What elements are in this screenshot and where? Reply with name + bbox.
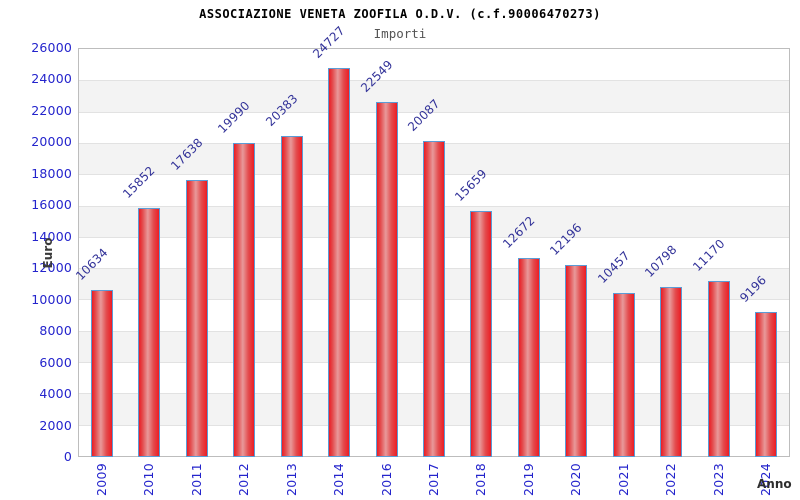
y-tick-label: 8000 [39, 323, 72, 339]
bar-2014 [328, 68, 351, 457]
x-tick-label: 2016 [378, 462, 394, 496]
x-tick-label: 2017 [426, 462, 441, 496]
gridline [79, 111, 789, 113]
y-tick-label: 2000 [39, 417, 72, 433]
y-tick-label: 22000 [31, 102, 72, 118]
chart-subtitle: Importi [373, 26, 427, 41]
bar-2019 [517, 257, 540, 457]
bar-2018 [470, 210, 493, 457]
plot-band [79, 49, 789, 81]
y-tick-label: 14000 [31, 228, 72, 244]
y-tick-label: 0 [63, 449, 72, 464]
x-tick-label: 2013 [283, 462, 299, 496]
bar-2016 [375, 102, 398, 457]
y-tick-label: 12000 [31, 260, 72, 276]
x-tick-label: 2022 [663, 462, 679, 496]
bar-2022 [660, 287, 683, 457]
x-tick-label: 2018 [473, 462, 489, 496]
x-tick-label: 2011 [188, 462, 204, 496]
bar-2009 [90, 289, 113, 457]
plot-band [79, 80, 789, 112]
y-tick-label: 6000 [39, 354, 72, 370]
bar-2011 [185, 179, 208, 457]
bar-2020 [565, 265, 588, 457]
y-tick-label: 10000 [31, 291, 72, 307]
y-axis-title: Euro [41, 237, 55, 269]
y-tick-label: 26000 [31, 40, 72, 55]
bar-2021 [612, 292, 635, 457]
bar-2024 [755, 312, 778, 457]
bar-2017 [423, 141, 445, 457]
gridline [79, 80, 789, 82]
y-tick-label: 20000 [31, 134, 72, 150]
bar-2010 [138, 207, 161, 457]
y-tick-label: 4000 [39, 386, 72, 402]
bar-2023 [707, 281, 730, 457]
y-tick-label: 24000 [31, 71, 72, 87]
y-tick-label: 16000 [31, 197, 72, 213]
x-tick-label: 2014 [331, 462, 347, 496]
x-tick-label: 2010 [141, 462, 157, 496]
plot-band [79, 111, 789, 143]
x-axis-title: Anno [757, 477, 792, 491]
bar-2012 [233, 142, 256, 457]
x-tick-label: 2012 [236, 462, 252, 496]
chart-title: ASSOCIAZIONE VENETA ZOOFILA O.D.V. (c.f.… [199, 7, 601, 21]
y-tick-label: 18000 [31, 165, 72, 181]
x-tick-label: 2020 [568, 462, 584, 496]
bar-2013 [280, 136, 303, 457]
x-tick-label: 2021 [615, 462, 631, 496]
x-tick-label: 2009 [93, 462, 109, 496]
x-tick-label: 2023 [710, 462, 726, 496]
x-tick-label: 2019 [520, 462, 536, 496]
